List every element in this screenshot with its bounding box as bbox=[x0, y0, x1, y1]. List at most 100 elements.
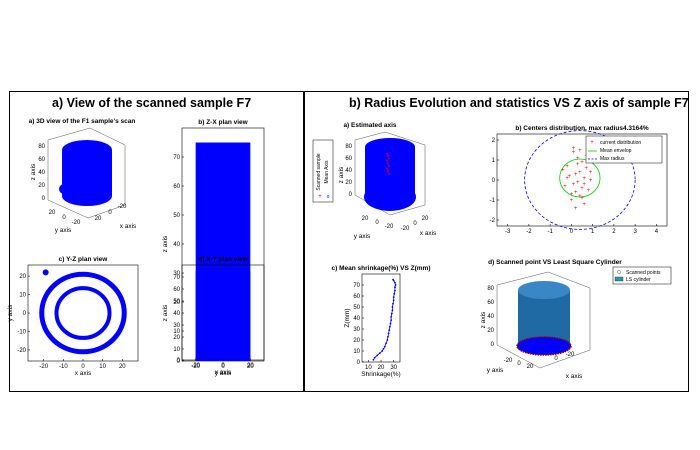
center-point-6: + bbox=[574, 172, 578, 178]
y-tick-label-yz-1: -10 bbox=[17, 329, 26, 335]
center-point-22: + bbox=[572, 146, 576, 152]
mean-axis-point-est-3: * bbox=[386, 160, 389, 167]
cylinder-bottom-est bbox=[364, 183, 416, 211]
y-tick-label-zx-5: 50 bbox=[173, 213, 180, 219]
shrinkage-point-11 bbox=[388, 329, 391, 331]
x-tick-label-xy-2: 20 bbox=[247, 364, 254, 370]
center-point-11: + bbox=[572, 182, 576, 188]
center-point-12: + bbox=[563, 184, 567, 190]
y-tick-label-lsc-1: 0 bbox=[517, 361, 521, 367]
shrinkage-point-25 bbox=[394, 284, 397, 286]
chart-title-zx: b) Z-X plan view bbox=[198, 119, 248, 126]
z-tick-label-est-0: 80 bbox=[345, 144, 352, 150]
y-tick-label-xy-1: 10 bbox=[173, 347, 180, 353]
scanned-points-base bbox=[516, 336, 572, 356]
legend-entry-cen-2: Max radius bbox=[600, 156, 625, 162]
legend-entry-cen-1: Mean envelop bbox=[600, 148, 632, 154]
mean-axis-point-est-7: * bbox=[387, 170, 390, 177]
z-axis-label-lsc: z axis bbox=[480, 311, 487, 328]
y-tick-label-lsc-2: 20 bbox=[527, 364, 534, 370]
center-point-25: + bbox=[565, 176, 569, 182]
x-tick-label-cen-7: 4 bbox=[655, 229, 659, 235]
legend-entry-est-0: Scanned sample bbox=[316, 153, 322, 190]
y-tick-label-a3d-0: 20 bbox=[49, 210, 56, 216]
z-axis-label-a3d: z axis bbox=[30, 163, 37, 180]
legend-entry-lsc-0: Scanned points bbox=[626, 270, 661, 276]
legend-marker-est-0: + bbox=[318, 194, 322, 200]
x-tick-label-cen-0: -3 bbox=[505, 229, 511, 235]
x-axis-label-xy: y axis bbox=[215, 370, 232, 377]
y-tick-label-a3d-2: -20 bbox=[72, 220, 81, 226]
left-panel-title: a) View of the scanned sample F7 bbox=[52, 96, 252, 110]
y-tick-label-xy-3: 30 bbox=[173, 323, 180, 329]
x-tick-label-xy-1: 0 bbox=[221, 364, 225, 370]
y-tick-label-zx-7: 70 bbox=[173, 155, 180, 161]
x-tick-label-yz-3: 10 bbox=[99, 364, 106, 370]
center-point-26: + bbox=[589, 170, 593, 176]
x-tick-label-cen-6: 3 bbox=[633, 229, 637, 235]
shrinkage-point-20 bbox=[392, 299, 395, 302]
shrinkage-point-15 bbox=[390, 316, 393, 318]
center-point-14: + bbox=[587, 188, 591, 194]
legend-entry-lsc-1: LS cylinder bbox=[626, 277, 651, 283]
y-tick-label-xy-4: 40 bbox=[173, 311, 180, 317]
ring-knot-yz bbox=[42, 269, 49, 276]
y-tick-label-est-2: -20 bbox=[385, 224, 394, 230]
y-tick-label-cen-2: 0 bbox=[492, 178, 496, 184]
box-edge-lsc-6 bbox=[539, 349, 591, 369]
center-point-27: + bbox=[578, 148, 582, 154]
x-tick-label-shr-2: 30 bbox=[390, 365, 397, 371]
center-point-4: + bbox=[584, 166, 588, 172]
z-tick-label-est-2: 40 bbox=[345, 168, 352, 174]
shrinkage-point-1 bbox=[373, 356, 376, 359]
x-tick-label-est-2: 20 bbox=[422, 216, 429, 222]
x-tick-label-est-1: 0 bbox=[413, 221, 417, 227]
ls-cylinder-top bbox=[518, 281, 570, 299]
shrinkage-point-22 bbox=[393, 292, 396, 295]
center-point-1: + bbox=[576, 156, 580, 162]
x-axis-label-zx: x axis bbox=[215, 369, 232, 376]
shrinkage-point-13 bbox=[389, 322, 392, 325]
z-tick-label-lsc-3: 20 bbox=[487, 328, 494, 334]
x-tick-label-cen-1: -2 bbox=[526, 229, 532, 235]
y-tick-label-est-0: 20 bbox=[362, 216, 369, 222]
y-tick-label-xy-6: 60 bbox=[173, 287, 180, 293]
x-tick-label-yz-0: -20 bbox=[39, 364, 48, 370]
shrinkage-point-3 bbox=[378, 352, 381, 355]
x-axis-label-est: x axis bbox=[420, 230, 437, 237]
legend-box-cen bbox=[585, 135, 663, 164]
ring-1-yz bbox=[54, 286, 112, 340]
box-edge-lsc-5 bbox=[496, 344, 541, 369]
y-tick-label-xy-5: 50 bbox=[173, 299, 180, 305]
center-point-29: + bbox=[570, 192, 574, 198]
y-tick-label-xy-0: 0 bbox=[177, 359, 181, 365]
y-tick-label-shr-5: 50 bbox=[353, 305, 360, 311]
y-tick-label-zx-1: 10 bbox=[173, 329, 180, 335]
box-edge-a3d-3 bbox=[89, 127, 126, 146]
x-tick-label-zx-2: 20 bbox=[247, 363, 254, 369]
y-axis-label-zx: z axis bbox=[162, 235, 169, 252]
z-tick-label-est-1: 60 bbox=[345, 156, 352, 162]
chart-title-xy: d) X-Y plan view bbox=[198, 256, 249, 263]
chart-title-est: a) Estimated axis bbox=[343, 122, 396, 129]
cylinder-bottom-a3d bbox=[62, 186, 112, 206]
x-axis-label-lsc: x axis bbox=[566, 373, 583, 380]
y-axis-label-lsc: y axis bbox=[487, 367, 504, 374]
shrinkage-point-5 bbox=[382, 347, 385, 350]
y-tick-label-shr-3: 30 bbox=[353, 327, 360, 333]
legend-marker-lsc-1 bbox=[614, 276, 624, 282]
z-axis-label-est: z axis bbox=[338, 166, 345, 183]
y-axis-label-xy: z axis bbox=[162, 304, 169, 321]
y-tick-label-xy-7: 70 bbox=[173, 275, 180, 281]
x-tick-label-a3d-2: -20 bbox=[118, 204, 127, 210]
y-tick-label-cen-4: 2 bbox=[492, 138, 496, 144]
center-point-7: + bbox=[567, 174, 571, 180]
y-axis-label-a3d: y axis bbox=[55, 227, 72, 234]
x-tick-label-cen-2: -1 bbox=[547, 229, 553, 235]
shrinkage-point-14 bbox=[390, 319, 393, 322]
y-tick-label-zx-6: 60 bbox=[173, 184, 180, 190]
x-axis-label-a3d: x axis bbox=[120, 223, 137, 230]
y-tick-label-est-1: 0 bbox=[375, 220, 379, 226]
shrinkage-point-6 bbox=[383, 345, 386, 348]
